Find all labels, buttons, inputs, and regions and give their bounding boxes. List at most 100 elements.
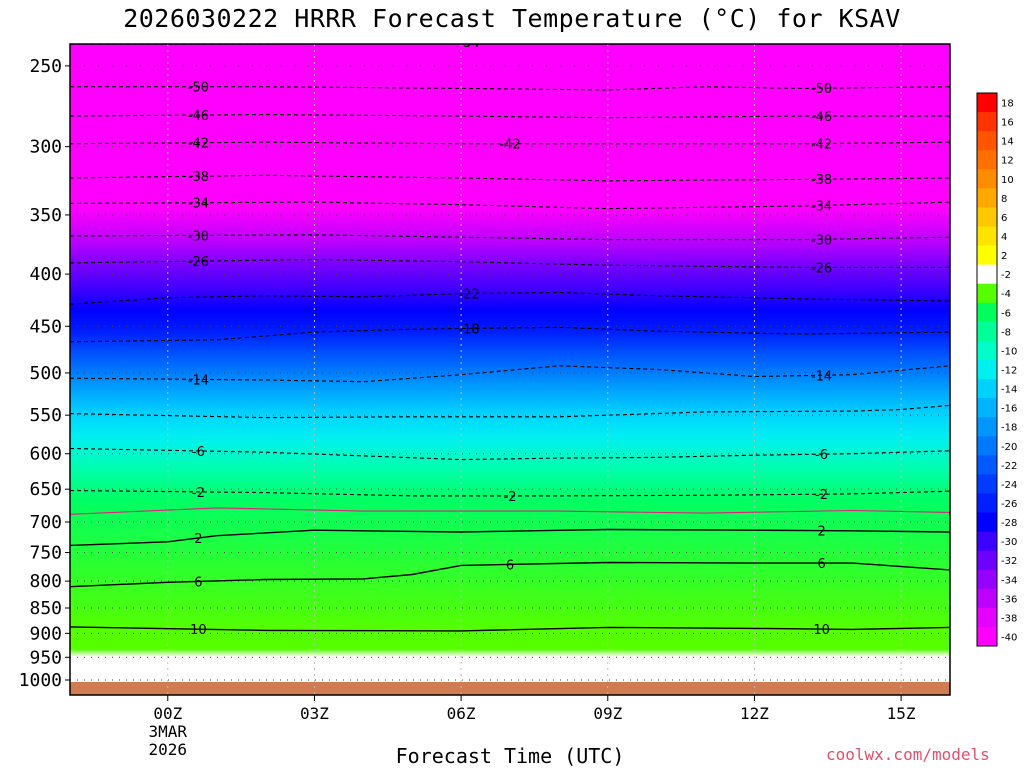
colorbar-swatch [977,245,997,266]
colorbar-label: 12 [1001,156,1014,167]
isotherm-label: 6 [817,557,825,572]
colorbar-label: -28 [1001,518,1017,529]
vertical-gridlines [167,44,902,695]
y-tick-label: 750 [29,543,62,564]
isotherm-label: -38 [811,173,832,188]
colorbar-label: 8 [1001,194,1007,205]
colorbar-label: 6 [1001,213,1007,224]
isotherm-label: -22 [458,288,479,303]
isotherm-label: -2 [504,490,517,505]
x-axis-label: Forecast Time (UTC) [395,744,625,768]
colorbar-label: -38 [1001,613,1017,624]
colorbar-label: 18 [1001,99,1014,110]
colorbar-swatch [977,264,997,285]
isotherm-label: 2 [817,525,825,540]
isotherm-label: -50 [811,82,832,97]
y-tick-label: 500 [29,363,62,384]
colorbar-label: -10 [1001,346,1017,357]
colorbar-swatch [977,455,997,475]
colorbar-label: -30 [1001,537,1017,548]
y-tick-label: 250 [29,56,62,77]
colorbar-label: -22 [1001,461,1017,472]
isotherm-line [70,234,950,241]
colorbar-label: -32 [1001,556,1017,567]
isotherm-line [70,113,950,119]
temperature-field [70,44,950,695]
isotherm-label: -42 [499,138,520,153]
isotherm-label: -6 [815,448,828,463]
y-axis: 250 300 350 400 450 500 550 600 650 700 750 800 850 9… [19,56,70,691]
isotherm-label: -26 [188,255,209,270]
credit-link[interactable]: coolwx.com/models [826,745,990,764]
isotherm-line [70,528,950,547]
colorbar-label: -26 [1001,499,1017,510]
y-tick-label: 900 [29,623,62,644]
colorbar-swatch [977,550,997,571]
colorbar-swatch [977,379,997,399]
isotherm-line [70,258,950,268]
colorbar-label: -4 [1001,289,1011,300]
colorbar-label: -14 [1001,385,1017,396]
colorbar-label: -34 [1001,575,1017,586]
isotherm-label: 10 [813,623,830,638]
colorbar-swatch [977,398,997,418]
isotherm-line [70,326,950,343]
isotherm-label: -26 [811,261,832,276]
colorbar-swatch [977,283,997,304]
colorbar: 18 16 14 12 10 8 6 4 2 -2 -4 -6 -8 -10 -12 -14 -16 -18 -20… [976,92,1017,647]
isotherm-line [70,404,950,419]
colorbar-swatch [977,531,997,552]
colorbar-swatch [977,626,997,647]
isotherm-line [70,174,950,182]
y-tick-label: 300 [29,137,62,158]
colorbar-label: -18 [1001,423,1017,434]
colorbar-swatch [977,359,997,380]
colorbar-swatch [977,302,997,323]
x-tick-label: 00Z [153,704,182,723]
plot-frame [69,43,951,696]
colorbar-label: -16 [1001,404,1017,415]
warm-surface-layer [70,682,950,695]
isotherm-label: 6 [506,558,514,573]
isotherm-label: -46 [811,110,832,125]
isotherm-label: -38 [188,170,209,185]
colorbar-label: 4 [1001,232,1007,243]
isotherm-label: -2 [815,488,828,503]
colorbar-label: -2 [1001,270,1011,281]
colorbar-swatch [977,417,997,437]
y-tick-label: 550 [29,405,62,426]
y-tick-label: 450 [29,316,62,337]
colorbar-swatch [977,112,997,132]
colorbar-swatch [977,226,997,247]
y-tick-label: 950 [29,647,62,668]
colorbar-swatch [977,436,997,456]
y-tick-label: 650 [29,479,62,500]
isotherm-label: -42 [811,138,832,153]
colorbar-label: -40 [1001,632,1017,643]
colorbar-swatch [977,93,997,113]
colorbar-label: 16 [1001,118,1014,129]
chart-title: 2026030222 HRRR Forecast Temperature (°C… [123,4,901,33]
x-tick-label: 12Z [740,704,769,723]
colorbar-swatch [977,207,997,227]
x-tick-sublabel: 2026 [149,740,188,759]
x-tick-sublabel: 3MAR [149,722,188,741]
x-tick-label: 09Z [593,704,622,723]
colorbar-label: -36 [1001,594,1017,605]
isotherm-label: -34 [188,197,209,212]
isotherm-line [70,447,950,461]
colorbar-swatch [977,188,997,208]
y-tick-label: 800 [29,571,62,592]
isotherm-label: 2 [194,532,202,547]
y-tick-label: 350 [29,205,62,226]
isotherm-label: -14 [188,373,209,388]
colorbar-swatch [977,493,997,514]
colorbar-label: -6 [1001,308,1011,319]
y-tick-label: 400 [29,264,62,285]
colorbar-swatch [977,169,997,189]
isotherm-line [70,365,950,383]
y-tick-label: 850 [29,598,62,619]
isotherm-label: 6 [194,575,202,590]
